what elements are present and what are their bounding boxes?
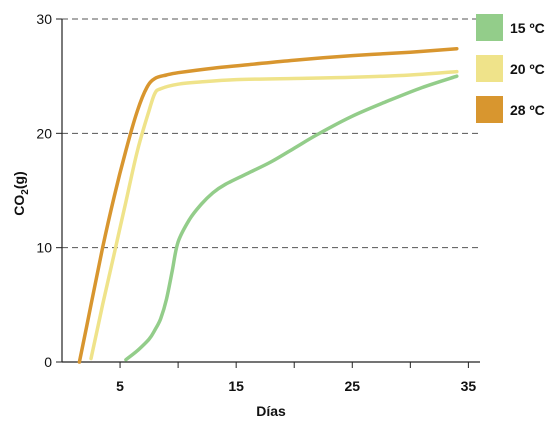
legend-swatch-3: [476, 96, 503, 123]
y-tick-label-20: 20: [36, 125, 52, 141]
y-axis-title-main: CO: [11, 195, 27, 216]
y-axis-title-subscript: 2: [20, 189, 31, 195]
axes: [61, 19, 480, 363]
x-tick-label-35: 35: [461, 378, 477, 394]
x-axis-title: Días: [256, 403, 286, 419]
series-line-3: [77, 46, 459, 364]
y-axis-title: CO2(g): [11, 171, 31, 215]
legend-label-1: 15 ºC: [510, 20, 545, 36]
legend-swatch-2: [476, 55, 503, 82]
y-tick-label-10: 10: [36, 240, 52, 256]
y-axis-title-unit: (g): [11, 171, 27, 189]
legend-swatch-1: [476, 14, 503, 41]
x-tick-label-15: 15: [228, 378, 244, 394]
legend-label-2: 20 ºC: [510, 61, 545, 77]
x-tick-label-5: 5: [116, 378, 124, 394]
y-tick-label-0: 0: [44, 354, 52, 370]
series-line-1: [124, 74, 459, 362]
legend: 15 ºC 20 ºC 28 ºC: [476, 14, 545, 123]
series-lines: [77, 46, 459, 364]
series-line-2: [89, 69, 459, 361]
legend-label-3: 28 ºC: [510, 102, 545, 118]
x-axis-ticks: 5 15 25 35: [116, 362, 476, 394]
y-tick-label-30: 30: [36, 11, 52, 27]
x-tick-label-25: 25: [344, 378, 360, 394]
y-axis-ticks: 0 10 20 30: [36, 11, 62, 370]
